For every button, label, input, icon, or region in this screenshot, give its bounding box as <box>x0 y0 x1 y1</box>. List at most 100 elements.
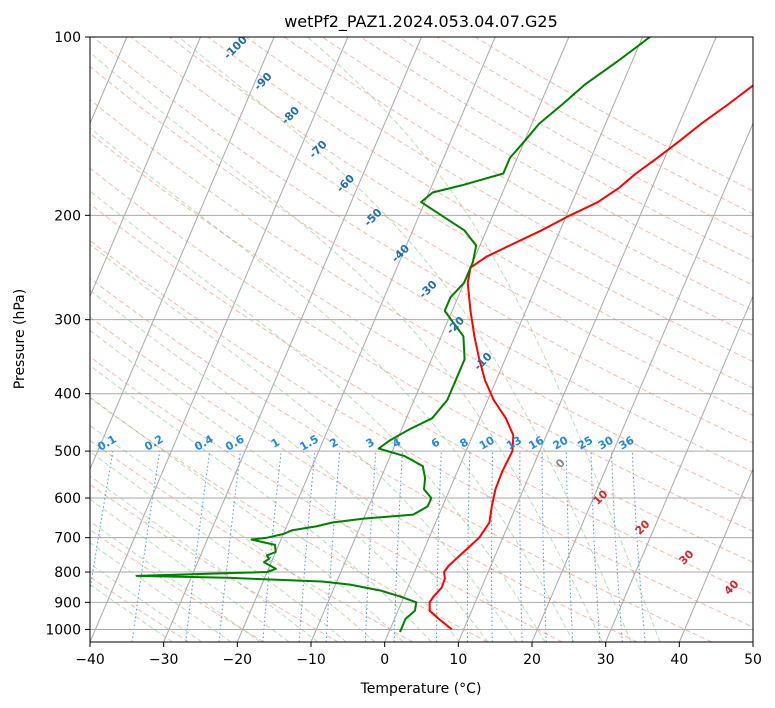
x-axis-label: Temperature (°C) <box>360 681 482 697</box>
dry-adiabat-line <box>90 529 264 642</box>
dry-adiabat-line <box>245 37 753 337</box>
dry-adiabat-line <box>131 37 753 416</box>
dry-adiabat-line <box>90 167 753 563</box>
dry-adiabat-label: -90 <box>251 70 274 93</box>
moist-adiabat-line <box>90 329 461 642</box>
y-axis-label: Pressure (hPa) <box>12 289 28 389</box>
dewpoint-profile-line <box>135 37 651 633</box>
isotherm-line <box>384 37 643 642</box>
sounding-curves <box>135 37 753 633</box>
moist-adiabat-line <box>90 396 404 642</box>
moist-adiabat-line <box>178 37 632 642</box>
mixing-ratio-label: 30 <box>596 433 616 452</box>
chart-title: wetPf2_PAZ1.2024.053.04.07.G25 <box>284 12 558 32</box>
dry-adiabat-line <box>90 98 753 502</box>
y-tick-label: 600 <box>54 491 81 507</box>
dry-adiabat-line <box>90 483 339 642</box>
mixing-ratio-label: 4 <box>390 435 403 450</box>
y-tick-label: 400 <box>54 387 81 403</box>
dry-adiabat-line <box>436 37 753 215</box>
mixing-ratio-line <box>611 451 623 642</box>
mixing-ratio-line <box>262 451 282 642</box>
mixing-ratio-line <box>590 451 601 642</box>
temperature-profile-line <box>428 84 753 631</box>
x-tick-label: 20 <box>523 652 541 668</box>
y-tick-label: 1000 <box>45 622 81 638</box>
mixing-ratio-label: 6 <box>429 435 442 450</box>
moist-adiabat-label: 0 <box>553 456 568 471</box>
grid-lines <box>90 37 753 642</box>
dry-adiabat-line <box>283 37 753 311</box>
dry-adiabat-label: -40 <box>389 242 412 265</box>
isotherm-line <box>90 37 201 298</box>
dry-adiabat-line <box>90 397 488 642</box>
y-tick-label: 900 <box>54 595 81 611</box>
mixing-ratio-line <box>90 451 114 593</box>
dry-adiabat-line <box>360 37 753 262</box>
dry-adiabat-line <box>90 277 712 642</box>
moist-adiabat-line <box>90 451 347 642</box>
mixing-ratio-line <box>364 451 377 642</box>
isotherm-line <box>531 122 753 642</box>
moist-adiabat-line <box>90 243 517 642</box>
y-tick-label: 500 <box>54 444 81 460</box>
guide-line-labels: -100-90-80-70-60-50-40-30-20-100.1 0.2 0.4… <box>95 37 741 598</box>
dry-adiabat-label: -70 <box>306 138 329 161</box>
dry-adiabat-line <box>90 203 753 595</box>
moist-adiabat-line <box>90 424 376 642</box>
dry-adiabat-line <box>90 576 190 642</box>
isotherm-line <box>90 37 275 471</box>
isotherm-line <box>678 467 753 642</box>
dry-adiabat-line <box>90 356 563 642</box>
moist-adiabat-line <box>90 583 173 642</box>
mixing-ratio-line <box>185 451 211 642</box>
dry-adiabat-line <box>90 316 638 642</box>
y-tick-label: 700 <box>54 531 81 547</box>
mixing-ratio-label: 8 <box>458 436 471 451</box>
mixing-ratio-label: 13 <box>504 434 524 453</box>
background-guide-lines <box>90 37 753 642</box>
dry-adiabat-label: -30 <box>416 278 439 301</box>
x-tick-label: 50 <box>744 652 762 668</box>
mixing-ratio-label: 2 <box>327 436 340 451</box>
moist-adiabat-line <box>90 289 489 642</box>
mixing-ratio-label: 0.4 <box>192 432 216 453</box>
moist-adiabat-label: 30 <box>677 547 697 567</box>
isotherm-line <box>310 37 570 642</box>
y-tick-label: 100 <box>54 30 81 46</box>
moist-adiabat-line <box>90 51 603 642</box>
y-axis-ticks: 1000 900 800 700 600 500 400 300 200 100 <box>45 30 90 638</box>
dry-adiabat-line <box>90 439 414 642</box>
moist-adiabat-label: 10 <box>591 487 611 507</box>
moist-adiabat-line <box>307 37 661 642</box>
x-tick-label: 0 <box>380 652 389 668</box>
dry-adiabat-line <box>90 239 753 628</box>
moist-adiabat-line <box>90 520 261 642</box>
dry-adiabat-label: -20 <box>444 314 467 337</box>
isotherm-line <box>90 37 349 642</box>
mixing-ratio-line <box>435 451 442 642</box>
moist-adiabat-line <box>90 364 432 642</box>
dry-adiabat-line <box>207 37 753 363</box>
dry-adiabat-label: -60 <box>334 172 357 195</box>
mixing-ratio-label: 10 <box>477 433 497 452</box>
y-tick-label: 300 <box>54 313 81 329</box>
moist-adiabat-line <box>90 498 290 642</box>
mixing-ratio-label: 25 <box>575 434 595 453</box>
moist-adiabat-line <box>90 563 203 642</box>
moist-adiabat-line <box>90 475 319 642</box>
moist-adiabat-line <box>90 127 575 642</box>
moist-adiabat-line <box>90 542 232 642</box>
mixing-ratio-label: 1 <box>269 436 282 451</box>
mixing-ratio-label: 20 <box>551 433 571 452</box>
x-tick-label: −30 <box>149 652 179 668</box>
x-tick-label: −10 <box>296 652 326 668</box>
dry-adiabat-line <box>169 37 753 389</box>
isotherm-line <box>163 37 422 642</box>
y-tick-label: 800 <box>54 565 81 581</box>
mixing-ratio-label: 0.1 <box>95 433 118 454</box>
moist-adiabat-line <box>90 190 546 642</box>
plot-frame <box>89 36 754 643</box>
mixing-ratio-line <box>631 451 646 642</box>
